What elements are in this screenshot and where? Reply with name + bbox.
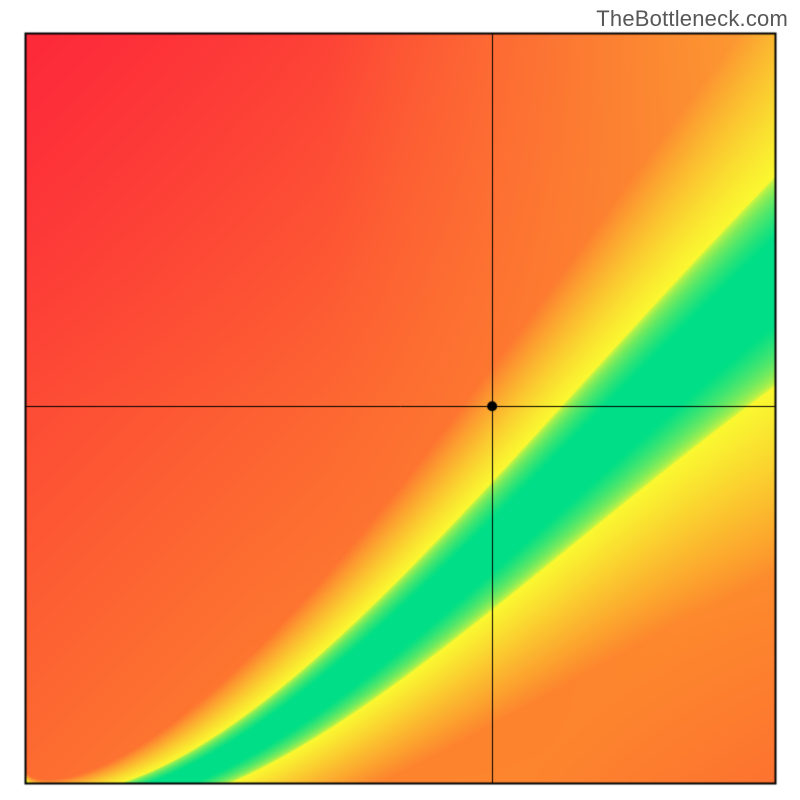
watermark-text: TheBottleneck.com [596,6,788,32]
chart-container: TheBottleneck.com [0,0,800,800]
heatmap-canvas [0,0,800,800]
